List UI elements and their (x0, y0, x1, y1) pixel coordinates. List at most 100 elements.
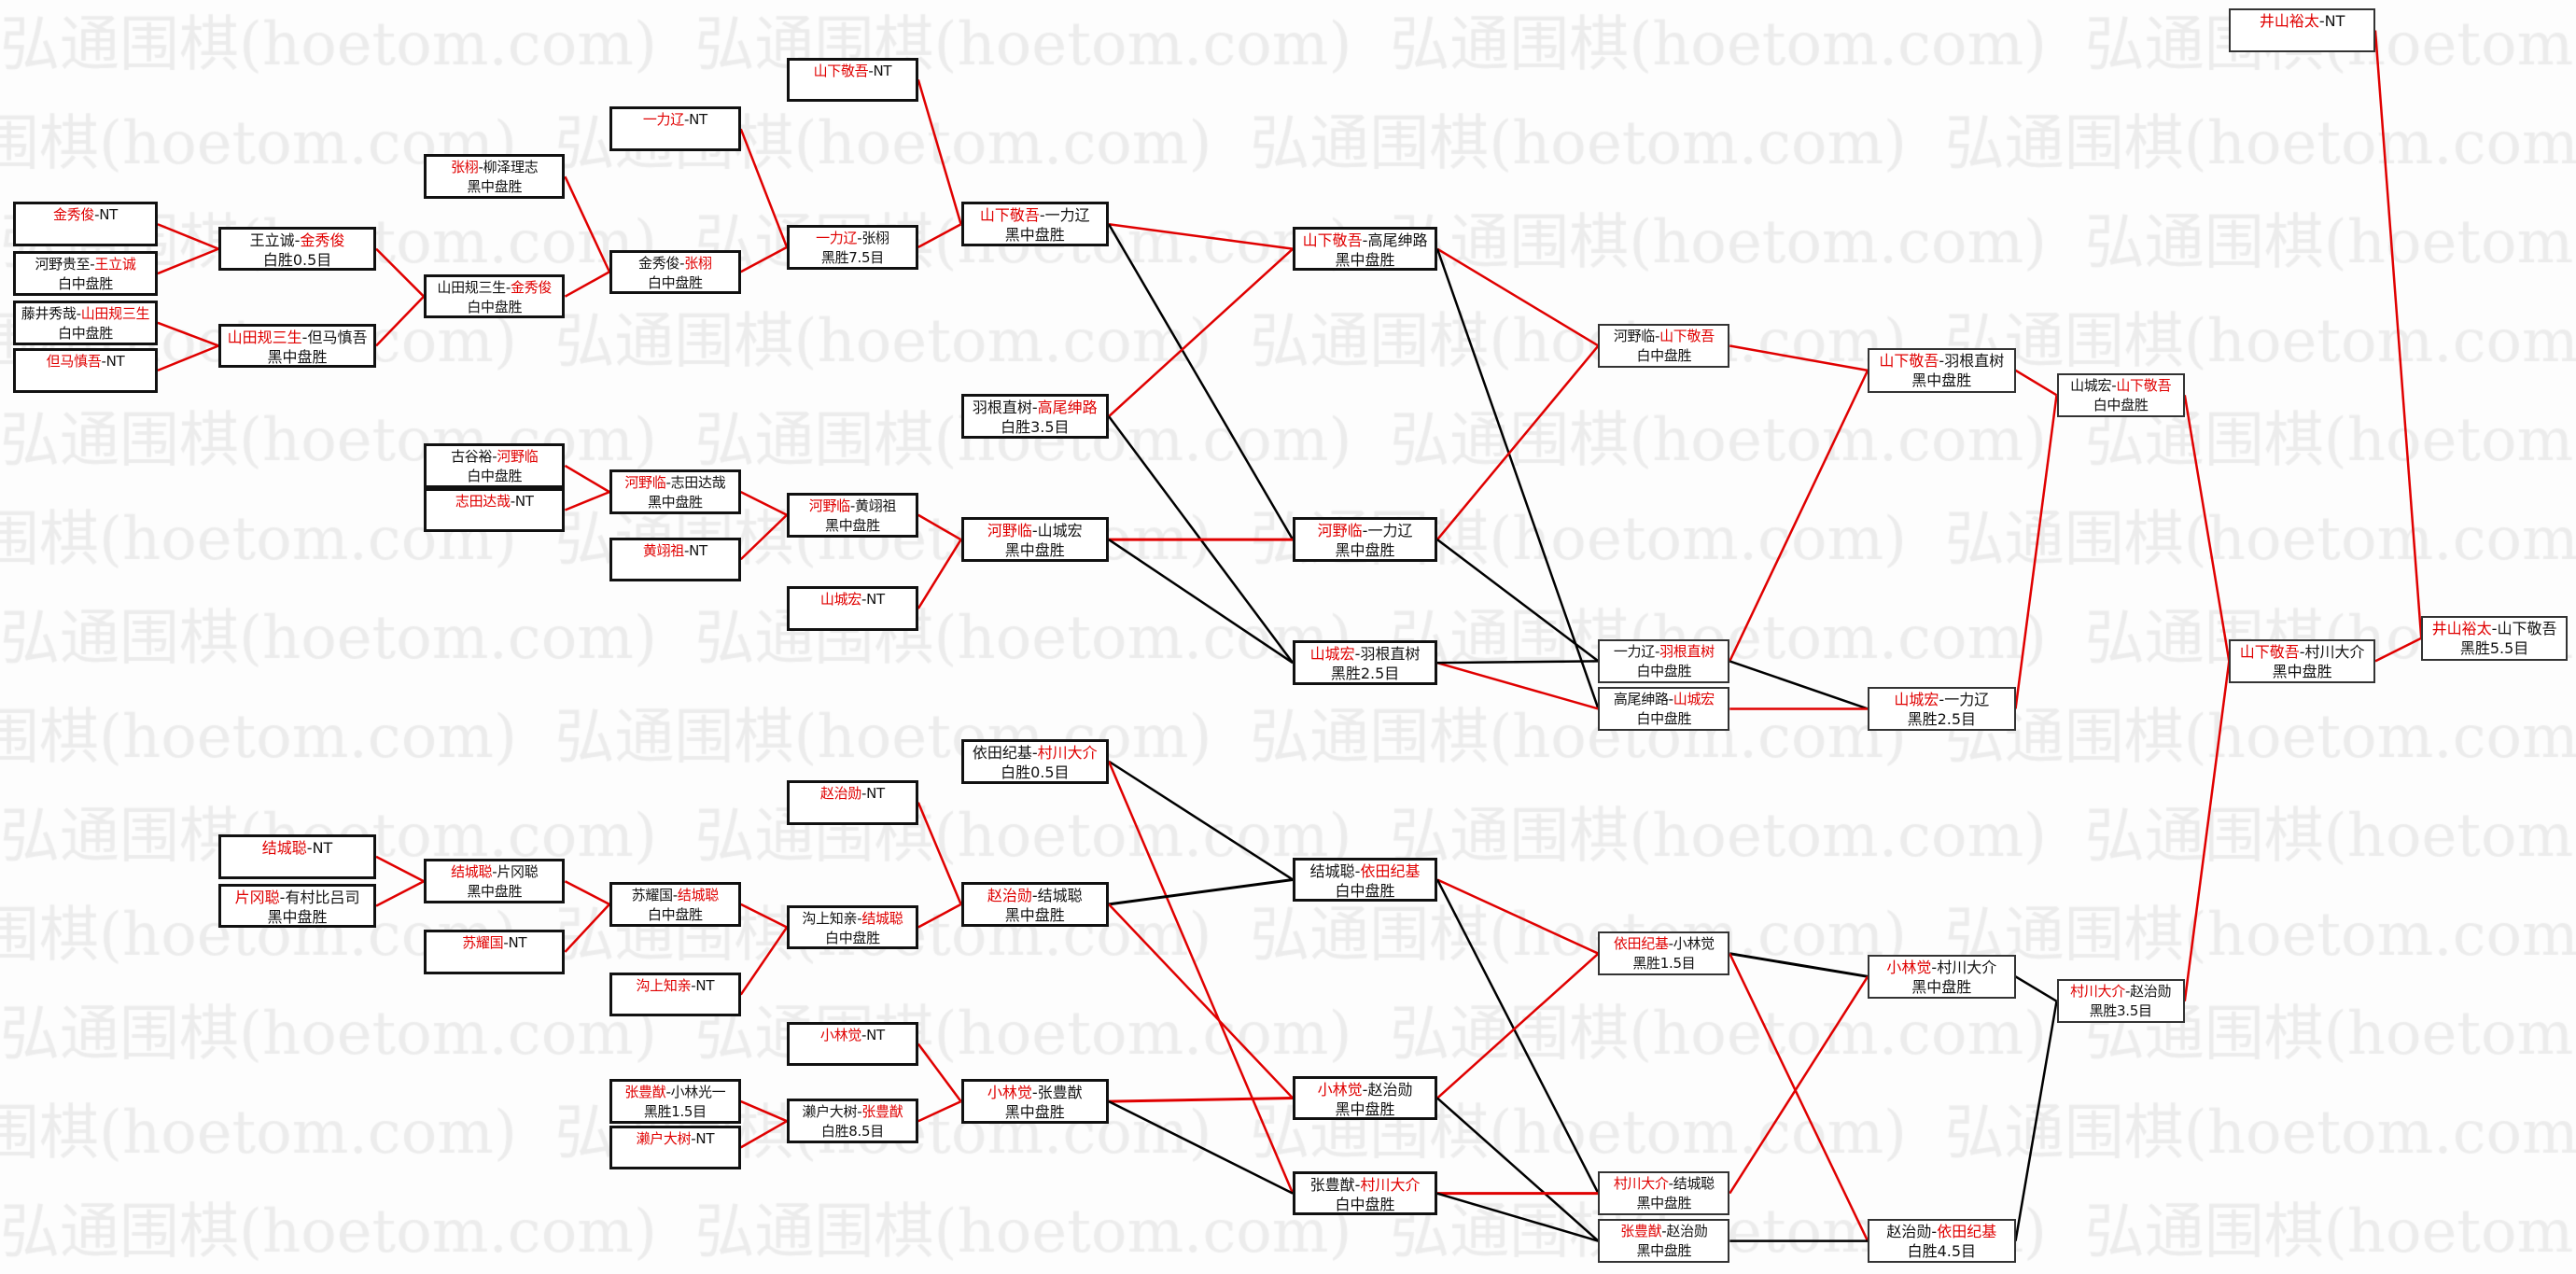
match-result: 黑中盘胜 (467, 883, 523, 901)
match-box: 沟上知亲-结城聪 白中盘胜 (787, 904, 918, 950)
match-players: 一力辽-张栩 (790, 229, 916, 248)
player-a: 山田规三生 (227, 328, 302, 346)
match-result: 黑中盘胜 (1335, 250, 1395, 269)
player-b: NT (866, 785, 885, 802)
match-players: 张豊猷-村川大介 (1295, 1175, 1435, 1195)
match-result: 黑胜2.5目 (1907, 709, 1977, 728)
match-players: 赵治勋-NT (790, 784, 916, 804)
winner-connector (2374, 637, 2422, 663)
player-b: 结城聪 (1037, 887, 1083, 905)
match-players: 山田规三生-金秀俊 (427, 278, 562, 298)
winner-connector (157, 344, 219, 372)
loser-connector (1436, 1192, 1599, 1242)
match-players: 井山裕太-NT (2231, 11, 2373, 31)
separator: - (679, 254, 685, 272)
match-box: 藤井秀哉-山田规三生 白中盘胜 (13, 301, 158, 345)
player-a: 金秀俊 (53, 206, 95, 224)
player-b: 志田达哉 (670, 474, 726, 492)
match-result: 白中盘胜 (1636, 346, 1692, 364)
player-a: 山下敬吾 (1302, 231, 1363, 249)
match-result: 黑胜7.5目 (820, 249, 884, 267)
match-box: 依田纪基-村川大介 白胜0.5目 (960, 739, 1109, 784)
separator: - (691, 976, 696, 994)
match-box: 小林觉-NT (787, 1021, 918, 1067)
match-result: 白胜0.5目 (1001, 763, 1070, 781)
match-box: 结城聪-片冈聪 黑中盘胜 (424, 859, 566, 903)
winner-connector (375, 247, 425, 298)
match-players: 村川大介-结城聪 (1600, 1174, 1728, 1194)
player-b: 赵治勋 (1367, 1080, 1413, 1099)
match-result: 黑中盘胜 (1911, 371, 1972, 390)
match-players: 小林觉-赵治勋 (1295, 1080, 1435, 1099)
match-result: 黑中盘胜 (1004, 906, 1065, 925)
separator: - (2299, 642, 2305, 661)
player-a: 片冈聪 (234, 888, 280, 906)
player-b: 片冈聪 (497, 863, 539, 881)
match-result: 黑中盘胜 (467, 178, 523, 196)
player-a: 山田规三生 (437, 278, 506, 296)
player-b: 高尾绅路 (1367, 231, 1428, 249)
player-b: NT (689, 541, 707, 559)
player-a: 羽根直树 (972, 399, 1032, 417)
player-a: 山下敬吾 (2239, 642, 2300, 661)
separator: - (1668, 934, 1673, 952)
player-a: 一力辽 (816, 230, 858, 247)
player-b: 村川大介 (2304, 642, 2365, 661)
player-a: 山城宏 (819, 591, 862, 609)
separator: - (2318, 11, 2325, 30)
match-box: 张豊猷-村川大介 白中盘胜 (1293, 1170, 1437, 1216)
match-box: 山下敬吾-高尾绅路 黑中盘胜 (1293, 226, 1437, 272)
player-a: 濑户大树 (802, 1103, 858, 1121)
match-players: 王立诚-金秀俊 (221, 231, 373, 250)
match-box: 濑户大树-张豊猷 白胜8.5目 (787, 1099, 918, 1143)
match-result: 黑中盘胜 (1636, 1241, 1692, 1259)
separator: - (1031, 887, 1038, 905)
player-b: 羽根直树 (1659, 642, 1715, 660)
player-a: 志田达哉 (455, 492, 511, 510)
separator: - (306, 839, 313, 858)
separator: - (857, 230, 862, 247)
player-a: 一力辽 (1613, 642, 1655, 660)
separator: - (1354, 1175, 1361, 1194)
match-result: 黑中盘胜 (1911, 977, 1972, 996)
separator: - (1362, 522, 1368, 540)
player-a: 结城聪 (451, 863, 493, 881)
player-b: 张豊猷 (1037, 1084, 1083, 1102)
player-a: 河野贵至 (35, 256, 91, 273)
match-result: 白中盘胜 (647, 906, 703, 924)
player-a: 井山裕太 (2259, 11, 2319, 30)
separator: - (294, 231, 301, 249)
winner-connector (1108, 1097, 1294, 1103)
match-players: 张豊猷-小林光一 (612, 1083, 738, 1102)
match-result: 白中盘胜 (467, 298, 523, 315)
player-b: 高尾绅路 (1037, 399, 1098, 417)
player-a: 河野临 (624, 474, 666, 492)
winner-connector (740, 903, 788, 929)
match-box: 赵治勋-结城聪 黑中盘胜 (960, 882, 1109, 927)
winner-connector (1436, 247, 1600, 347)
player-a: 濑户大树 (636, 1129, 692, 1147)
winner-connector (2373, 30, 2423, 638)
player-a: 张栩 (451, 159, 479, 176)
match-players: 河野临-山城宏 (964, 521, 1106, 540)
match-box: 羽根直树-高尾绅路 白胜3.5目 (960, 394, 1109, 439)
player-b: 黄翊祖 (854, 497, 897, 514)
match-box: 河野临-黄翊祖 黑中盘胜 (787, 493, 918, 538)
player-a: 山下敬吾 (1879, 352, 1939, 371)
winner-connector (1729, 370, 1869, 662)
player-a: 金秀俊 (638, 254, 680, 272)
separator: - (1039, 206, 1045, 225)
match-box: 濑户大树-NT (609, 1125, 741, 1170)
match-players: 依田纪基-小林觉 (1600, 934, 1728, 954)
player-b: 结城聪 (861, 909, 903, 927)
separator: - (2111, 376, 2117, 394)
player-b: NT (695, 1129, 715, 1147)
match-players: 山下敬吾-NT (790, 62, 916, 81)
separator: - (76, 305, 81, 323)
match-players: 村川大介-赵治勋 (2059, 982, 2183, 1001)
player-a: 山城宏 (2070, 376, 2112, 394)
match-players: 山下敬吾-一力辽 (964, 205, 1106, 225)
match-box: 小林觉-村川大介 黑中盘胜 (1868, 954, 2016, 1000)
winner-connector (2183, 661, 2231, 1001)
separator: - (1654, 327, 1660, 344)
